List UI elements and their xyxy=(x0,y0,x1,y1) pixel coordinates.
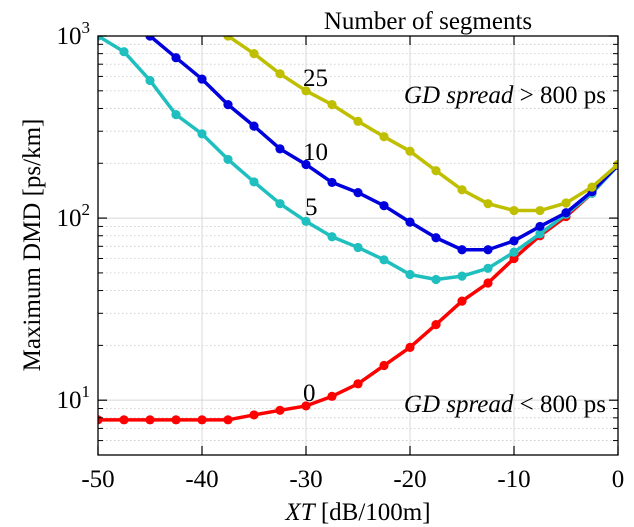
data-point xyxy=(301,216,311,226)
y-axis-label: Maximum DMD [ps/km] xyxy=(19,119,46,372)
data-point xyxy=(379,255,389,265)
data-point xyxy=(353,188,363,198)
data-point xyxy=(483,199,493,209)
data-point xyxy=(457,185,467,195)
data-point xyxy=(431,320,441,330)
data-point xyxy=(197,74,207,84)
data-point xyxy=(301,86,311,96)
data-point xyxy=(171,415,181,425)
data-point xyxy=(275,69,285,79)
plot-frame xyxy=(97,35,619,456)
data-point xyxy=(145,415,155,425)
x-tick-label: 0 xyxy=(612,466,625,493)
data-point xyxy=(327,100,337,110)
data-point xyxy=(509,236,519,246)
data-point xyxy=(301,159,311,170)
data-point xyxy=(249,49,259,59)
ticks: 101 102 103 -50 -40 -30 -20 -10 0 xyxy=(57,18,625,493)
data-point xyxy=(561,198,571,208)
series-label-10: 10 xyxy=(303,139,328,166)
series-layer xyxy=(98,36,618,425)
data-point xyxy=(301,401,311,411)
y-tick-label: 101 xyxy=(57,382,91,414)
data-point xyxy=(119,415,129,425)
series-25 xyxy=(223,36,618,216)
x-tick-label: -40 xyxy=(185,466,218,493)
data-point xyxy=(197,129,207,139)
data-point xyxy=(249,410,259,420)
series-0 xyxy=(98,160,618,425)
data-point xyxy=(145,75,155,86)
data-point xyxy=(405,217,415,227)
annotation-high: GD spread > 800 ps xyxy=(404,82,606,109)
data-point xyxy=(457,296,467,306)
data-point xyxy=(509,205,519,216)
y-tick-label: 103 xyxy=(57,18,91,50)
data-point xyxy=(171,110,181,120)
legend-title: Number of segments xyxy=(324,8,532,35)
data-point xyxy=(197,415,207,425)
data-point xyxy=(405,342,415,352)
data-point xyxy=(171,53,181,63)
data-point xyxy=(509,247,519,257)
data-point xyxy=(249,177,259,187)
x-axis-label: XT [dB/100m] xyxy=(284,499,430,526)
data-point xyxy=(145,36,155,41)
data-point xyxy=(431,274,441,285)
x-tick-label: -20 xyxy=(393,466,426,493)
data-point xyxy=(483,278,493,288)
data-point xyxy=(275,199,285,209)
data-point xyxy=(535,221,545,232)
data-point xyxy=(223,154,233,165)
data-point xyxy=(223,36,233,41)
y-tick-label: 102 xyxy=(57,200,91,232)
data-point xyxy=(353,379,363,389)
series-5 xyxy=(98,36,618,285)
data-point xyxy=(379,132,389,142)
x-tick-label: -10 xyxy=(497,466,530,493)
data-point xyxy=(613,159,618,170)
data-point xyxy=(483,263,493,273)
x-tick-label: -30 xyxy=(289,466,322,493)
data-point xyxy=(327,232,337,242)
data-point xyxy=(223,415,233,425)
data-point xyxy=(379,360,389,371)
data-point xyxy=(561,208,571,218)
series-label-25: 25 xyxy=(303,65,328,92)
series-label-0: 0 xyxy=(303,380,316,407)
data-point xyxy=(223,100,233,110)
data-point xyxy=(405,146,415,156)
series-line-25 xyxy=(227,36,618,213)
data-point xyxy=(275,144,285,154)
data-point xyxy=(483,245,493,255)
data-point xyxy=(431,233,441,243)
data-point xyxy=(119,47,129,57)
data-point xyxy=(457,245,467,255)
data-point xyxy=(249,121,259,131)
data-point xyxy=(535,205,545,216)
data-point xyxy=(98,36,103,41)
data-point xyxy=(353,242,363,253)
data-point xyxy=(353,116,363,126)
data-point xyxy=(379,201,389,211)
data-point xyxy=(327,177,337,188)
data-point xyxy=(535,229,545,239)
data-point xyxy=(405,269,415,280)
data-point xyxy=(327,391,337,401)
data-point xyxy=(431,166,441,176)
data-point xyxy=(587,182,597,192)
series-10 xyxy=(145,36,618,255)
data-point xyxy=(275,405,285,415)
annotation-low: GD spread < 800 ps xyxy=(404,391,606,418)
series-label-5: 5 xyxy=(305,194,318,221)
data-point xyxy=(509,253,519,264)
data-point xyxy=(457,271,467,281)
x-tick-label: -50 xyxy=(81,466,114,493)
